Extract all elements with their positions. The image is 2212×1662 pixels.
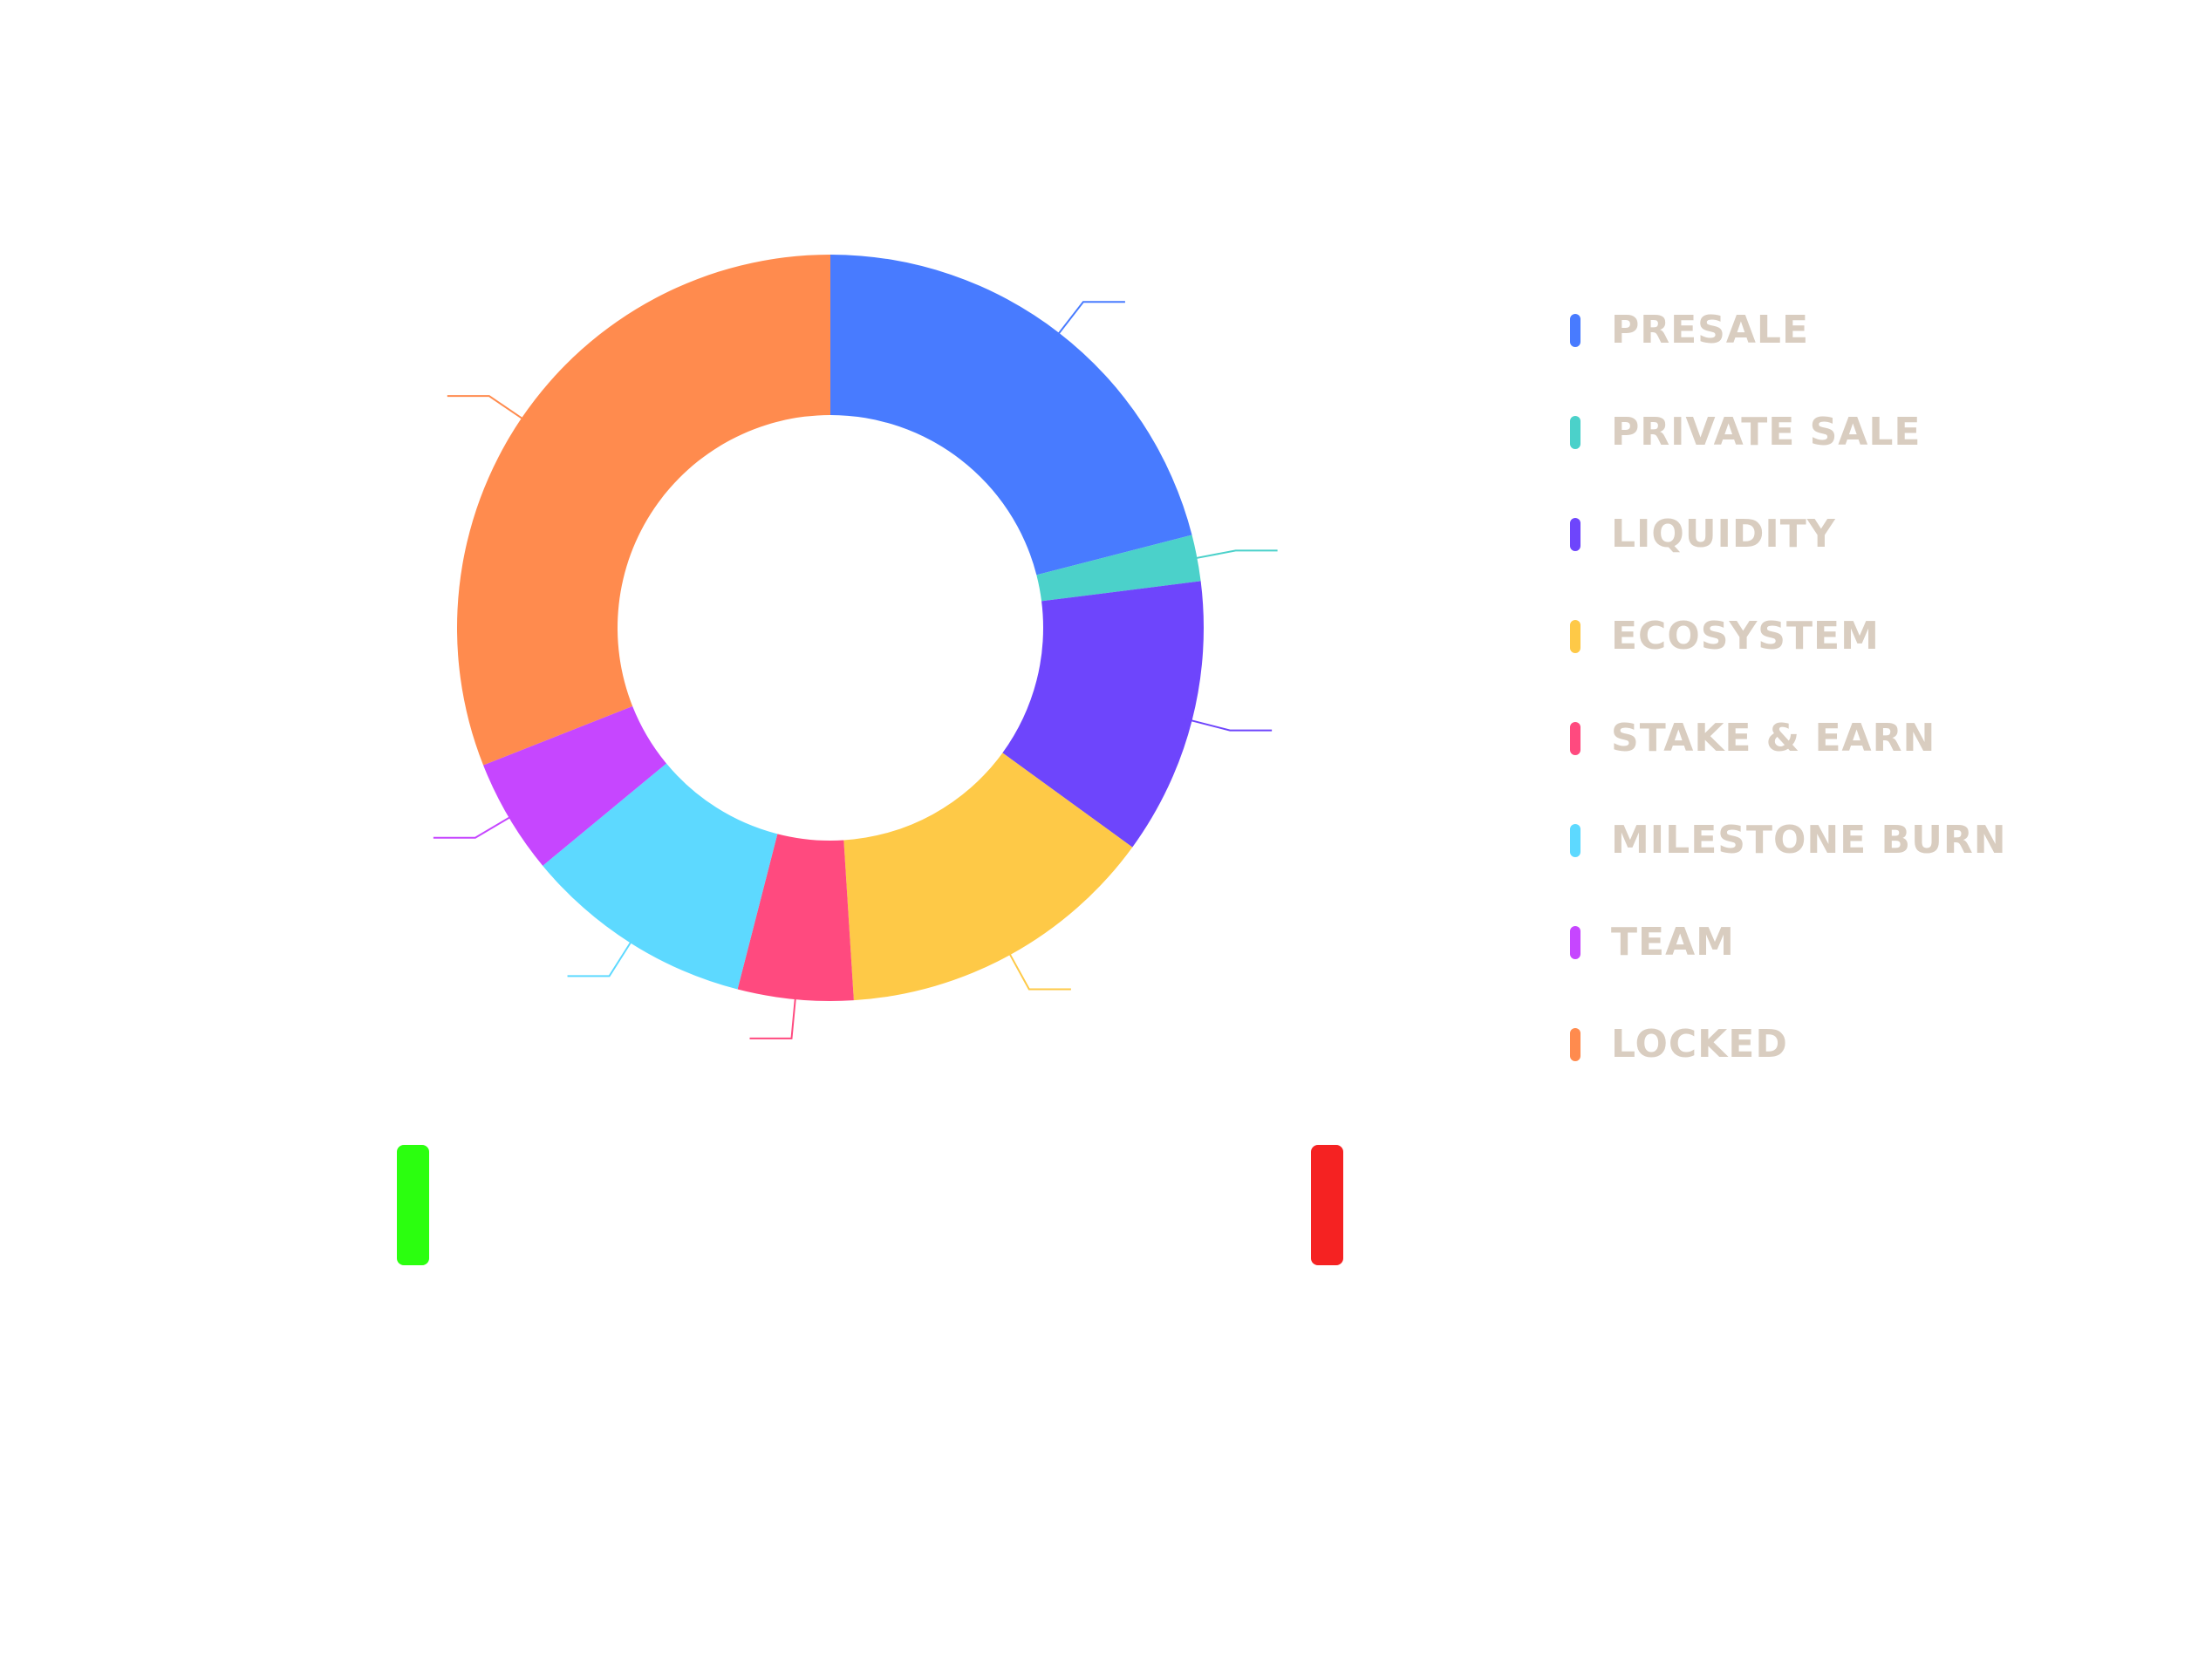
donut-slice-ecosystem [843,753,1133,1001]
leader-line-locked [447,395,529,423]
legend-item-private-sale: PRIVATE SALE [1570,381,2007,483]
legend-item-presale: PRESALE [1570,279,2007,381]
chart-legend: PRESALE PRIVATE SALE LIQUIDITY ECOSYSTEM… [1570,279,2007,1095]
legend-label: LOCKED [1611,1021,1788,1066]
red-indicator-bar [1311,1145,1343,1265]
legend-item-milestone-burn: MILESTONE BURN [1570,789,2007,891]
legend-swatch [1570,313,1580,347]
legend-swatch [1570,619,1580,653]
legend-label: PRIVATE SALE [1611,409,1922,454]
legend-label: ECOSYSTEM [1611,613,1880,658]
leader-line-milestone-burn [567,937,635,977]
legend-item-stake-earn: STAKE & EARN [1570,687,2007,789]
donut-slice-private-sale [1036,535,1201,602]
legend-label: TEAM [1611,919,1735,964]
legend-swatch [1570,721,1580,755]
legend-item-team: TEAM [1570,891,2007,993]
legend-swatch [1570,415,1580,449]
donut-slice-locked [457,255,830,766]
legend-label: STAKE & EARN [1611,715,1936,760]
legend-label: PRESALE [1611,307,1810,352]
legend-item-locked: LOCKED [1570,993,2007,1095]
donut-slice-stake-earn [737,834,854,1001]
legend-swatch [1570,925,1580,959]
leader-line-private-sale [1190,549,1278,561]
legend-swatch [1570,517,1580,551]
leader-line-ecosystem [1006,948,1071,991]
legend-swatch [1570,823,1580,857]
legend-item-liquidity: LIQUIDITY [1570,483,2007,585]
green-indicator-bar [397,1145,429,1265]
legend-item-ecosystem: ECOSYSTEM [1570,585,2007,687]
leader-line-liquidity [1185,718,1273,732]
donut-slice-liquidity [1002,581,1204,848]
donut-slice-team [483,705,666,866]
donut-slice-presale [830,255,1192,576]
leader-line-team [433,813,515,839]
legend-label: MILESTONE BURN [1611,817,2007,862]
legend-label: LIQUIDITY [1611,511,1836,556]
legend-swatch [1570,1027,1580,1061]
donut-slice-milestone-burn [543,763,778,990]
leader-line-stake-earn [749,992,797,1039]
leader-line-presale [1054,301,1125,339]
